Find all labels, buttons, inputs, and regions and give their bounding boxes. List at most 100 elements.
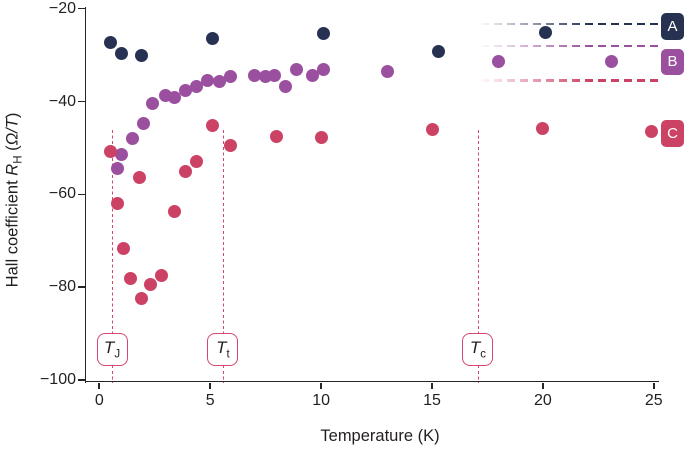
data-point-B — [381, 65, 395, 79]
data-point-C — [205, 118, 219, 132]
legend-box-series-c: C — [661, 120, 684, 147]
y-axis-unit-open: ( — [3, 145, 22, 156]
data-point-B — [305, 68, 319, 82]
y-tick-label-−80: −80 — [48, 278, 76, 296]
data-point-C — [123, 272, 137, 286]
data-point-C — [134, 291, 148, 305]
data-point-B — [126, 131, 140, 145]
tc-symbol: T — [469, 337, 481, 357]
data-point-C — [143, 277, 157, 291]
data-point-C — [103, 145, 117, 159]
data-point-C — [314, 130, 328, 144]
x-tick-25 — [652, 382, 655, 389]
data-point-B — [168, 90, 182, 104]
x-axis-title: Temperature (K) — [320, 427, 440, 445]
x-tick-5 — [209, 382, 212, 389]
data-point-B — [212, 75, 226, 89]
y-axis-symbol-subscript: H — [12, 155, 25, 164]
y-tick-label-−100: −100 — [39, 371, 76, 389]
x-axis-line — [84, 380, 659, 383]
legend-line-fade-A — [478, 22, 658, 26]
threshold-line-J — [111, 130, 114, 383]
data-point-C — [110, 196, 124, 210]
data-point-C — [425, 123, 439, 137]
y-axis-title-text: Hall coefficient — [3, 175, 22, 288]
threshold-label-tt: Tt — [207, 332, 239, 366]
y-axis-line — [84, 6, 87, 383]
legend-line-fade-B — [478, 44, 658, 47]
x-tick-20 — [542, 382, 544, 389]
data-point-A — [134, 48, 148, 62]
y-axis-title: Hall coefficient RH (Ω/T) — [3, 113, 24, 288]
threshold-line-c — [477, 130, 480, 383]
legend-box-series-a: A — [661, 13, 684, 40]
tj-subscript: J — [114, 348, 121, 361]
data-point-C — [190, 155, 204, 169]
legend-dashed-line-C — [478, 79, 658, 82]
y-tick-label-−20: −20 — [48, 0, 76, 17]
legend-dashed-line-B — [478, 44, 658, 47]
y-axis-symbol: R — [3, 163, 22, 176]
data-point-B — [201, 74, 215, 88]
data-point-C — [154, 268, 168, 282]
data-point-A — [538, 26, 552, 40]
x-tick-label-5: 5 — [205, 392, 215, 409]
tc-subscript: c — [480, 348, 487, 361]
x-tick-label-0: 0 — [94, 392, 104, 409]
data-point-A — [432, 44, 446, 58]
data-point-B — [137, 116, 151, 130]
legend-line-fade-C — [478, 79, 658, 82]
y-axis-unit-close: ) — [3, 112, 22, 119]
data-point-A — [103, 36, 117, 49]
x-tick-label-15: 15 — [423, 392, 441, 409]
data-point-C — [132, 171, 146, 185]
legend-label-b: B — [667, 53, 678, 71]
data-point-B — [179, 84, 193, 98]
legend-dashed-line-A — [478, 22, 658, 26]
data-point-B — [268, 69, 282, 83]
data-point-A — [114, 46, 128, 60]
data-point-A — [205, 31, 219, 45]
threshold-line-t — [222, 130, 225, 383]
x-tick-10 — [320, 382, 322, 389]
data-point-B — [605, 54, 619, 68]
tj-symbol: T — [103, 337, 115, 357]
data-point-B — [290, 63, 304, 77]
data-point-B — [110, 161, 124, 175]
data-point-B — [492, 55, 506, 69]
tt-subscript: t — [226, 348, 230, 361]
y-tick-−100 — [78, 379, 85, 382]
y-tick-−20 — [78, 7, 85, 10]
data-point-B — [114, 147, 128, 161]
data-point-C — [179, 164, 193, 178]
threshold-label-tj: TJ — [96, 332, 128, 366]
data-point-C — [168, 204, 182, 218]
data-point-B — [316, 62, 330, 76]
data-point-C — [536, 121, 550, 135]
data-point-C — [117, 241, 131, 255]
data-point-C — [223, 139, 237, 153]
x-tick-0 — [98, 382, 101, 389]
data-point-C — [645, 125, 659, 139]
data-point-B — [279, 80, 293, 94]
x-tick-label-25: 25 — [644, 392, 663, 409]
legend-box-series-b: B — [661, 48, 684, 75]
y-axis-unit: Ω/T — [3, 118, 22, 146]
x-tick-label-20: 20 — [533, 392, 552, 409]
data-point-B — [146, 96, 160, 110]
data-point-A — [316, 27, 330, 41]
y-tick-−40 — [78, 100, 85, 103]
y-tick-label-−40: −40 — [48, 92, 76, 110]
legend-label-c: C — [667, 124, 678, 142]
x-tick-15 — [431, 382, 433, 389]
y-tick-−80 — [78, 286, 85, 289]
data-point-B — [248, 69, 262, 83]
tt-symbol: T — [216, 337, 227, 357]
x-tick-label-10: 10 — [312, 392, 330, 409]
data-point-B — [223, 70, 237, 84]
threshold-label-tc: Tc — [462, 332, 494, 366]
y-tick-label-−60: −60 — [48, 185, 76, 203]
legend-label-a: A — [667, 17, 678, 35]
y-tick-−60 — [78, 193, 85, 196]
